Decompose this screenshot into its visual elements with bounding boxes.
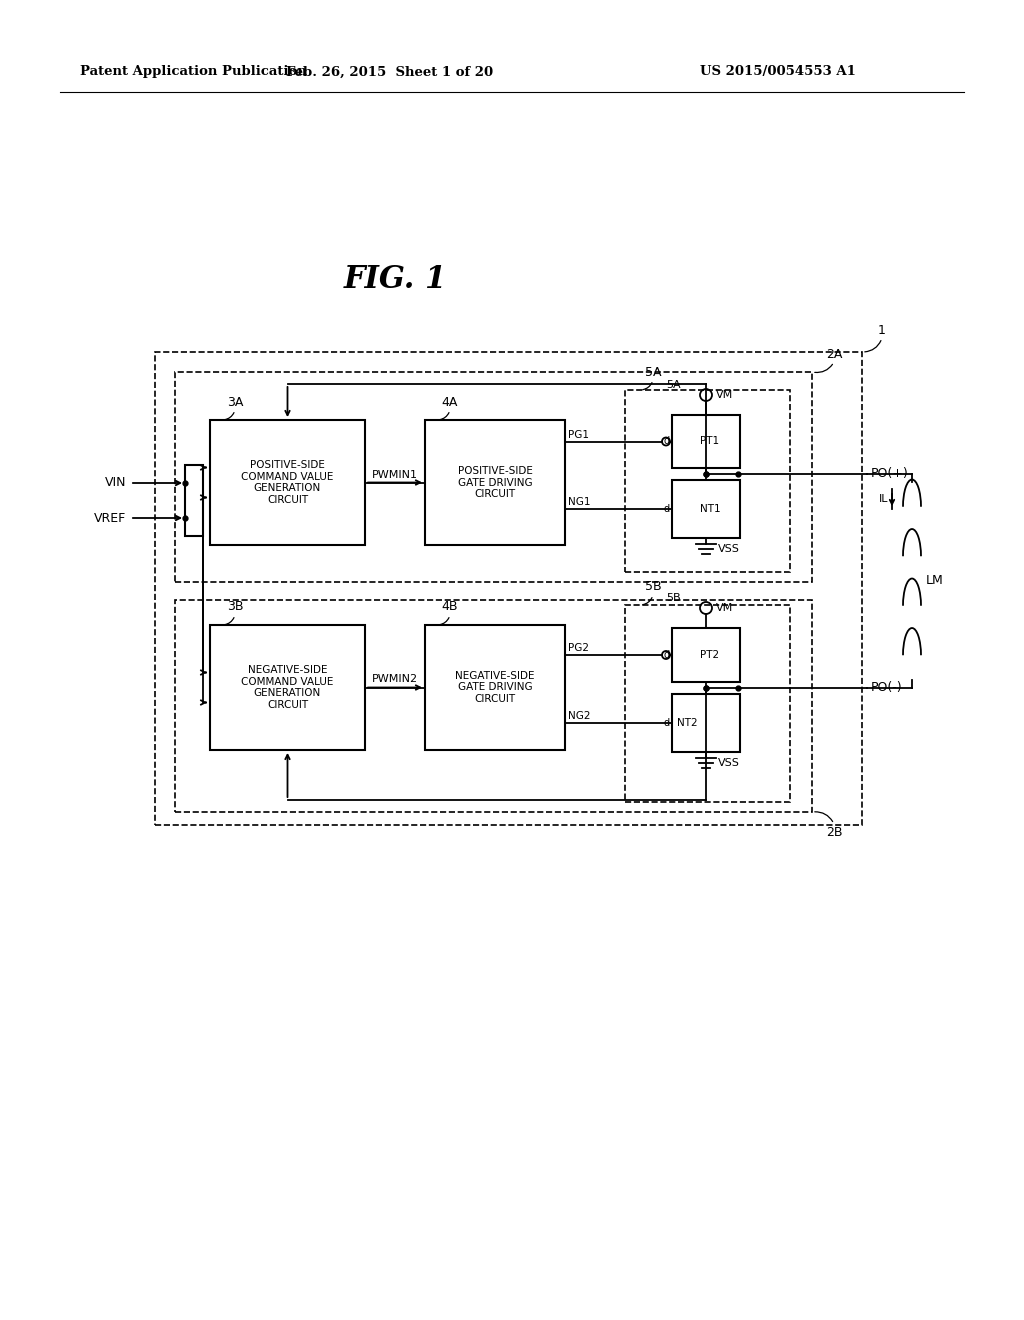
- Text: 5A: 5A: [645, 366, 662, 379]
- Bar: [155, 352, 862, 825]
- Text: VM: VM: [716, 603, 733, 612]
- Bar: [672, 480, 740, 539]
- Text: VSS: VSS: [718, 544, 740, 554]
- Text: PWMIN2: PWMIN2: [372, 675, 418, 685]
- Bar: [425, 420, 565, 545]
- Bar: [175, 601, 812, 812]
- Text: US 2015/0054553 A1: US 2015/0054553 A1: [700, 66, 856, 78]
- Text: PO(-): PO(-): [871, 681, 902, 694]
- Text: FIG. 1: FIG. 1: [343, 264, 446, 296]
- Text: LM: LM: [926, 574, 944, 587]
- Text: NEGATIVE-SIDE
GATE DRIVING
CIRCUIT: NEGATIVE-SIDE GATE DRIVING CIRCUIT: [456, 671, 535, 704]
- Bar: [672, 414, 740, 469]
- Bar: [672, 694, 740, 752]
- Text: Patent Application Publication: Patent Application Publication: [80, 66, 307, 78]
- Text: 1: 1: [878, 323, 886, 337]
- Text: IL: IL: [879, 494, 888, 504]
- Text: NG1: NG1: [568, 498, 591, 507]
- Text: d: d: [664, 504, 670, 513]
- Text: d: d: [664, 649, 670, 660]
- Text: VIN: VIN: [104, 477, 126, 490]
- Text: 2B: 2B: [825, 825, 843, 838]
- Text: 4B: 4B: [441, 601, 459, 614]
- Text: PG1: PG1: [568, 429, 589, 440]
- Text: NG2: NG2: [568, 711, 591, 721]
- Bar: [210, 420, 365, 545]
- Text: PO(+): PO(+): [871, 467, 908, 480]
- Text: VSS: VSS: [718, 758, 740, 768]
- Text: 5B: 5B: [667, 593, 681, 603]
- Text: NEGATIVE-SIDE
COMMAND VALUE
GENERATION
CIRCUIT: NEGATIVE-SIDE COMMAND VALUE GENERATION C…: [242, 665, 334, 710]
- Text: PWMIN1: PWMIN1: [372, 470, 418, 479]
- Text: 4A: 4A: [441, 396, 458, 408]
- Bar: [425, 624, 565, 750]
- Text: VREF: VREF: [94, 511, 126, 524]
- Text: PG2: PG2: [568, 643, 589, 653]
- Text: 3B: 3B: [226, 601, 244, 614]
- Text: 3A: 3A: [226, 396, 243, 408]
- Bar: [625, 605, 790, 803]
- Text: NT1: NT1: [699, 504, 720, 513]
- Text: NT2: NT2: [677, 718, 697, 729]
- Text: 5B: 5B: [645, 581, 662, 594]
- Text: 5A: 5A: [667, 380, 681, 389]
- Text: POSITIVE-SIDE
GATE DRIVING
CIRCUIT: POSITIVE-SIDE GATE DRIVING CIRCUIT: [458, 466, 532, 499]
- Bar: [175, 372, 812, 582]
- Bar: [210, 624, 365, 750]
- Bar: [185, 465, 203, 536]
- Text: d: d: [664, 718, 670, 729]
- Text: 2A: 2A: [825, 347, 842, 360]
- Text: PT1: PT1: [700, 437, 720, 446]
- Bar: [625, 389, 790, 572]
- Text: VM: VM: [716, 389, 733, 400]
- Text: PT2: PT2: [700, 649, 720, 660]
- Text: POSITIVE-SIDE
COMMAND VALUE
GENERATION
CIRCUIT: POSITIVE-SIDE COMMAND VALUE GENERATION C…: [242, 461, 334, 504]
- Text: Feb. 26, 2015  Sheet 1 of 20: Feb. 26, 2015 Sheet 1 of 20: [287, 66, 494, 78]
- Text: d: d: [664, 437, 670, 446]
- Bar: [672, 628, 740, 682]
